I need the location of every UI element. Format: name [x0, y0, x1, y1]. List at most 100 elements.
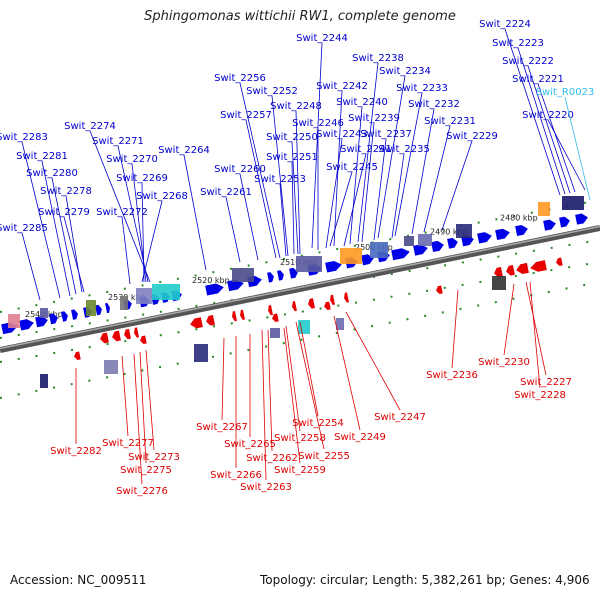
gene-feature-block	[40, 308, 48, 318]
reverse-gene-label-leader	[299, 321, 319, 417]
gene-feature-block	[194, 344, 208, 362]
reverse-gene-label: Swit_2259	[274, 465, 326, 476]
forward-gene-label: Swit_2253	[254, 174, 306, 185]
reverse-gene-label: Swit_2255	[298, 451, 350, 462]
forward-gene-label: Swit_2234	[379, 66, 431, 77]
forward-gene-label-leader	[271, 95, 289, 257]
forward-gene-arrow	[289, 267, 298, 279]
reverse-gene-arrow	[112, 330, 121, 342]
reverse-gene-label: Swit_2282	[50, 446, 102, 457]
forward-gene-label-leader	[537, 83, 576, 193]
forward-gene-label-leader	[504, 28, 561, 196]
forward-gene-label-leader	[41, 160, 71, 297]
forward-gene-arrow	[477, 232, 492, 244]
reverse-gene-label: Swit_2275	[120, 465, 172, 476]
reverse-gene-label: Swit_2265	[224, 439, 276, 450]
forward-gene-arrow	[267, 272, 274, 283]
reverse-gene-arrow	[124, 328, 131, 340]
forward-gene-label-leader	[423, 125, 451, 233]
forward-gene-label: Swit_2257	[220, 110, 272, 121]
forward-gene-label: Swit_2285	[0, 223, 48, 234]
forward-gene-label-leader	[239, 173, 259, 261]
forward-gene-arrow	[227, 279, 244, 292]
reverse-gene-label-leader	[503, 283, 515, 356]
forward-gene-label-leader	[373, 138, 387, 241]
forward-gene-label-leader	[349, 106, 363, 245]
gene-feature-block	[296, 256, 322, 272]
reverse-gene-label-leader	[295, 321, 325, 450]
forward-gene-arrow	[495, 228, 510, 241]
gene-feature-block	[86, 300, 96, 316]
reverse-gene-arrow	[324, 301, 331, 310]
reverse-gene-label: Swit_2276	[116, 486, 168, 497]
reverse-gene-arrow	[134, 327, 139, 338]
forward-gene-label-leader	[295, 110, 301, 255]
forward-gene-label-leader	[357, 62, 379, 243]
forward-gene-label: Swit_2279	[38, 207, 90, 218]
reverse-gene-label-leader	[139, 351, 147, 464]
forward-gene-label: Swit_2264	[158, 145, 210, 156]
kbp-tick-label: 2520 kbp	[192, 276, 230, 285]
forward-gene-label: Swit_2244	[296, 33, 348, 44]
forward-gene-label: Swit_2237	[360, 129, 412, 140]
reverse-gene-arrow	[556, 257, 563, 266]
forward-gene-label: Swit_2241	[340, 144, 392, 155]
gene-feature-block	[492, 276, 506, 290]
forward-gene-label: Swit_2274	[64, 121, 116, 132]
reverse-gene-label-leader	[333, 315, 361, 431]
forward-gene-label: Swit_2271	[92, 136, 144, 147]
reverse-gene-label-leader	[529, 281, 541, 389]
forward-gene-label-leader	[361, 122, 375, 243]
forward-gene-label: Swit_2240	[336, 97, 388, 108]
reverse-gene-arrow	[530, 260, 547, 272]
forward-gene-label: Swit_2239	[348, 113, 400, 124]
forward-gene-label-leader	[21, 141, 61, 299]
forward-gene-label: Swit_2224	[479, 19, 531, 30]
reverse-gene-label: Swit_2273	[128, 452, 180, 463]
reverse-gene-arrow	[272, 313, 279, 322]
gene-feature-block	[136, 288, 152, 304]
reverse-gene-label-leader	[261, 329, 267, 481]
forward-gene-label: Swit_2261	[200, 187, 252, 198]
forward-gene-label-leader	[89, 130, 151, 283]
forward-gene-arrow	[447, 237, 458, 249]
forward-gene-label-leader	[225, 196, 241, 263]
gene-feature-block	[418, 234, 432, 246]
gene-feature-block	[298, 320, 310, 334]
genome-backbone	[0, 225, 600, 353]
reverse-gene-label: Swit_2266	[210, 470, 262, 481]
forward-gene-arrow	[515, 224, 528, 237]
forward-gene-label-leader	[183, 154, 207, 271]
forward-gene-label: Swit_2242	[316, 81, 368, 92]
forward-gene-label-leader	[377, 75, 406, 239]
reverse-gene-arrow	[330, 294, 335, 305]
reverse-gene-arrow	[344, 292, 349, 303]
reverse-gene-arrow	[516, 262, 529, 275]
forward-gene-label-leader	[245, 119, 277, 259]
gene-feature-block	[8, 314, 20, 328]
reverse-gene-label-leader	[451, 289, 459, 369]
gene-feature-block	[562, 196, 584, 210]
forward-gene-label: Swit_2235	[378, 144, 430, 155]
rna-gene-label: Swit_R0023	[536, 87, 595, 98]
gene-feature-block	[152, 284, 180, 300]
forward-gene-label-leader	[121, 216, 131, 285]
forward-gene-label-leader	[343, 153, 367, 247]
forward-gene-label: Swit_2272	[96, 207, 148, 218]
gene-feature-block	[270, 328, 280, 338]
reverse-gene-label-leader	[221, 337, 225, 421]
reverse-gene-arrow	[232, 311, 237, 322]
reverse-gene-label: Swit_2228	[514, 390, 566, 401]
kbp-tick-label: 2480 kbp	[500, 213, 538, 222]
forward-gene-label-leader	[291, 161, 295, 255]
forward-gene-arrow	[61, 311, 68, 322]
reverse-gene-arrow	[100, 332, 109, 344]
forward-gene-label: Swit_2252	[246, 86, 298, 97]
reverse-gene-label-leader	[267, 329, 273, 452]
gene-feature-block	[120, 296, 128, 310]
reverse-gene-label-leader	[283, 327, 301, 464]
gene-feature-block	[370, 242, 388, 258]
forward-gene-label-leader	[527, 65, 571, 194]
reverse-gene-arrow	[292, 301, 297, 312]
